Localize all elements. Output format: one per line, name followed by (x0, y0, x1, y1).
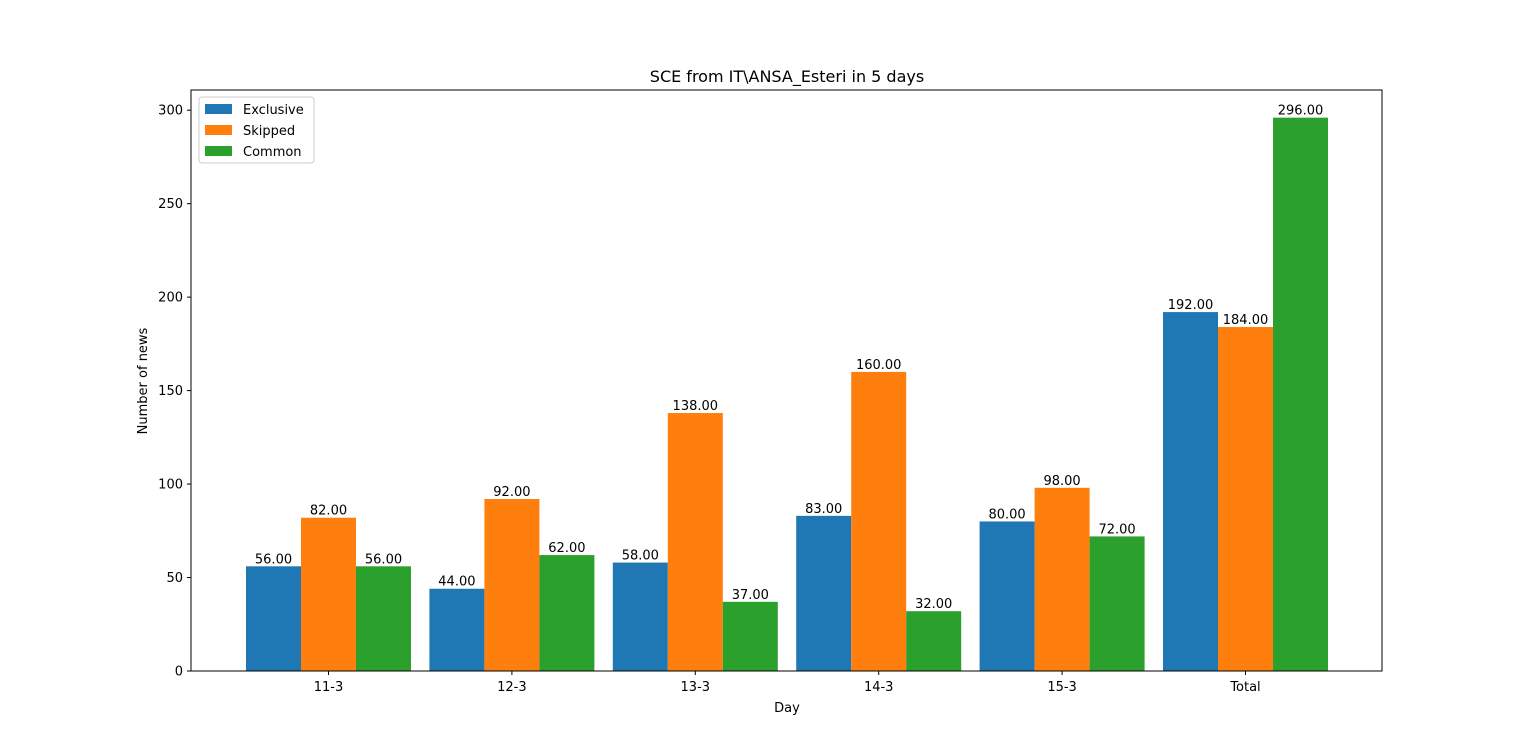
y-tick-label: 100 (158, 478, 183, 493)
bar-exclusive-total (1163, 312, 1218, 671)
bar-exclusive-15-3 (979, 521, 1035, 671)
bar-value-label: 98.00 (1043, 474, 1080, 489)
bar-skipped-11-3 (301, 517, 356, 671)
bar-value-label: 160.00 (856, 358, 902, 373)
chart-title: SCE from IT\ANSA_Esteri in 5 days (650, 67, 924, 87)
bar-value-label: 44.00 (438, 575, 475, 590)
bar-exclusive-13-3 (612, 562, 668, 671)
bar-value-label: 62.00 (548, 541, 585, 556)
legend-label-exclusive: Exclusive (243, 103, 304, 118)
bar-skipped-14-3 (851, 371, 907, 671)
bar-value-label: 83.00 (805, 502, 842, 517)
plot-area: 56.00 44.00 58.00 83.00 80.00 192.00 82.00 92.0… (246, 104, 1328, 671)
legend: Exclusive Skipped Common (198, 96, 315, 164)
bar-value-label: 58.00 (622, 549, 659, 564)
y-tick-label: 300 (158, 104, 183, 119)
legend-swatch-common (205, 146, 232, 156)
y-tick-label: 50 (166, 571, 183, 586)
legend-label-skipped: Skipped (243, 124, 295, 139)
legend-label-common: Common (243, 145, 302, 160)
bar-value-label: 296.00 (1278, 104, 1324, 119)
bar-value-label: 82.00 (310, 504, 347, 519)
x-tick-label: 13-3 (681, 680, 711, 695)
y-tick-label: 250 (158, 197, 183, 212)
y-tick-label: 200 (158, 291, 183, 306)
bar-value-label: 37.00 (732, 588, 769, 603)
bar-common-15-3 (1089, 536, 1145, 671)
y-tick-label: 150 (158, 384, 183, 399)
bar-exclusive-12-3 (429, 588, 485, 671)
bar-exclusive-14-3 (796, 515, 852, 671)
y-axis-label: Number of news (136, 327, 151, 434)
bar-common-total (1273, 117, 1328, 671)
bar-value-label: 56.00 (255, 552, 292, 567)
bar-skipped-12-3 (484, 499, 540, 671)
bar-value-label: 92.00 (493, 485, 530, 500)
bar-value-label: 56.00 (365, 552, 402, 567)
y-axis: 0 50 100 150 200 250 300 (158, 104, 191, 680)
bar-common-13-3 (722, 601, 778, 671)
bar-value-label: 72.00 (1098, 522, 1135, 537)
bar-common-12-3 (539, 555, 595, 671)
bar-skipped-15-3 (1034, 487, 1090, 671)
legend-swatch-exclusive (205, 104, 232, 114)
legend-swatch-skipped (205, 125, 232, 135)
x-tick-label: 12-3 (497, 680, 527, 695)
bar-value-label: 138.00 (673, 399, 719, 414)
bar-value-label: 80.00 (988, 507, 1025, 522)
x-axis-label: Day (774, 701, 800, 716)
x-tick-label: 14-3 (864, 680, 894, 695)
bar-value-label: 184.00 (1223, 313, 1269, 328)
plot-frame (190, 89, 1383, 672)
bar-value-label: 32.00 (915, 597, 952, 612)
bar-skipped-13-3 (667, 413, 723, 671)
y-tick-label: 0 (175, 665, 183, 680)
x-axis: 11-3 12-3 13-3 14-3 15-3 Total (314, 671, 1261, 695)
bar-common-14-3 (906, 611, 962, 671)
bar-skipped-total (1218, 327, 1273, 671)
bar-exclusive-11-3 (246, 566, 301, 671)
x-tick-label: 11-3 (314, 680, 344, 695)
x-tick-label: 15-3 (1047, 680, 1077, 695)
bar-common-11-3 (356, 566, 411, 671)
bar-value-label: 192.00 (1168, 298, 1214, 313)
x-tick-label: Total (1229, 680, 1260, 695)
